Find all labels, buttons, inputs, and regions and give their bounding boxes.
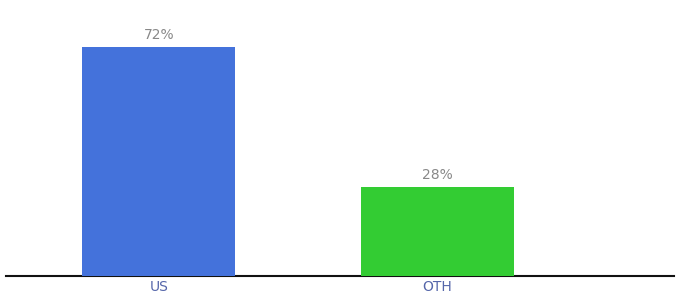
Bar: [361, 187, 514, 276]
Text: 72%: 72%: [143, 28, 174, 42]
Text: 28%: 28%: [422, 168, 453, 182]
Bar: [82, 47, 235, 276]
